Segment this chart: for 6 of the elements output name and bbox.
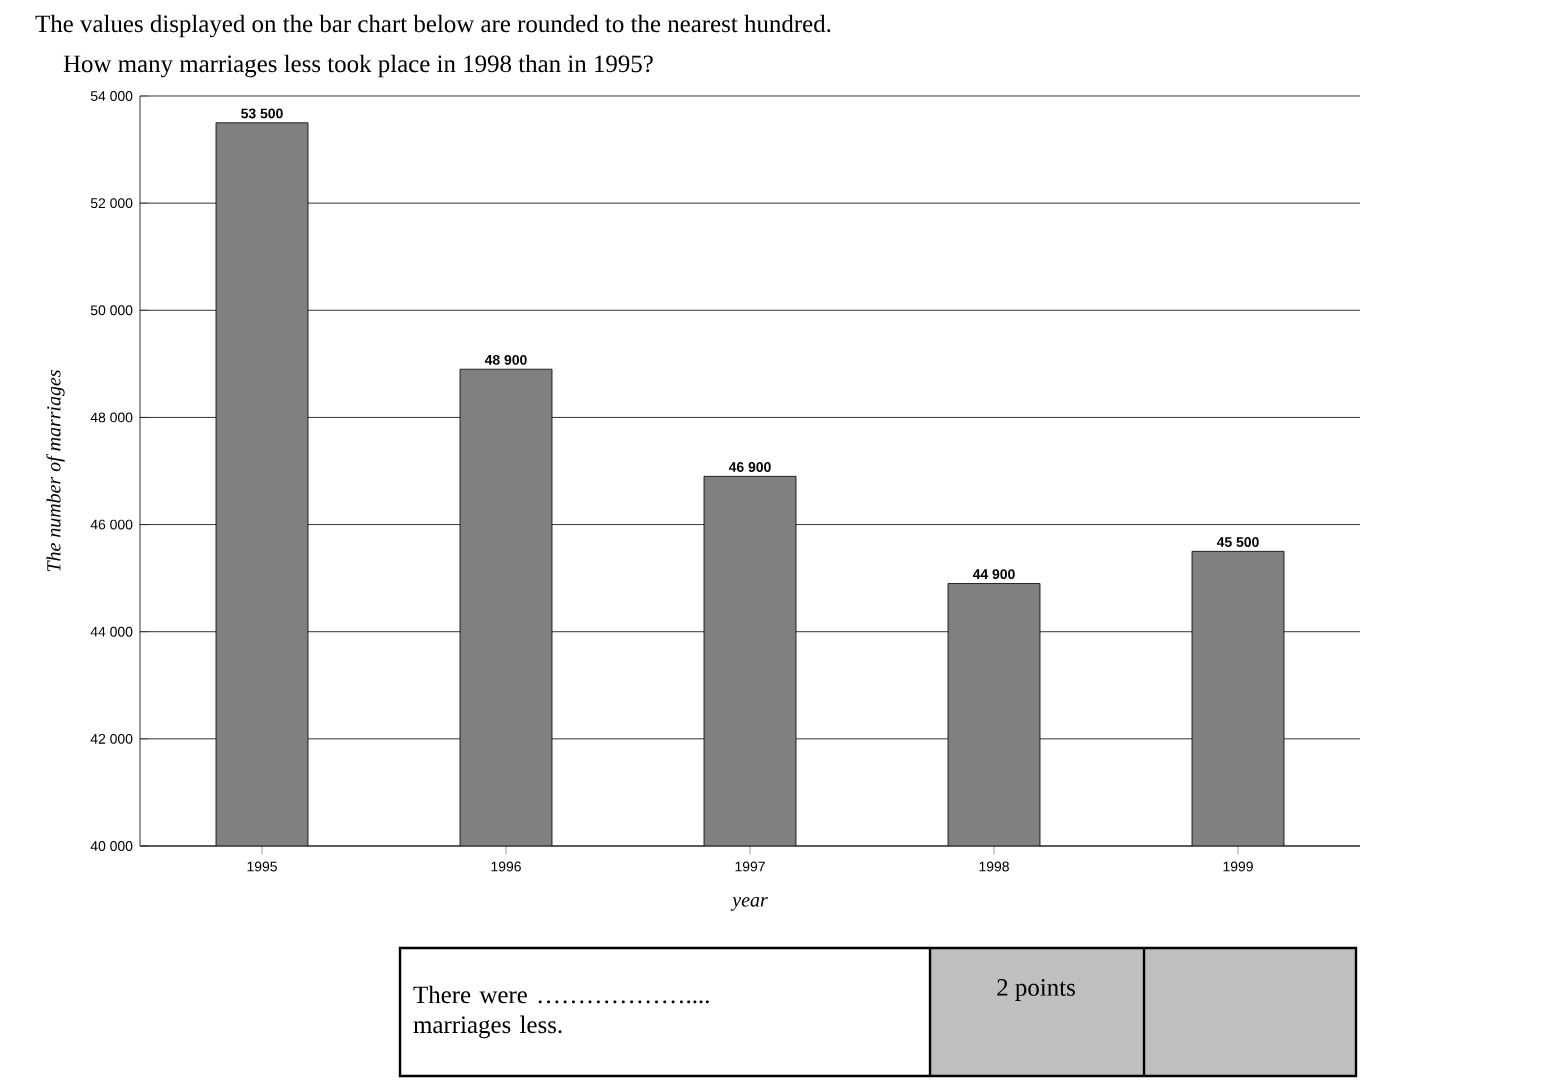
y-axis-title: The number of marriages bbox=[46, 370, 65, 572]
x-axis-title: year bbox=[730, 897, 768, 911]
text: 2 points bbox=[997, 979, 1075, 1001]
chart-title: The values displayed on the bar chart below are rounded to the nearest hundred. bbox=[35, 14, 831, 38]
text: There were ……………….... marriages less. bbox=[413, 985, 709, 1039]
chart-subtitle: How many marriages less took place in 1998 than in 1995? bbox=[63, 54, 653, 78]
